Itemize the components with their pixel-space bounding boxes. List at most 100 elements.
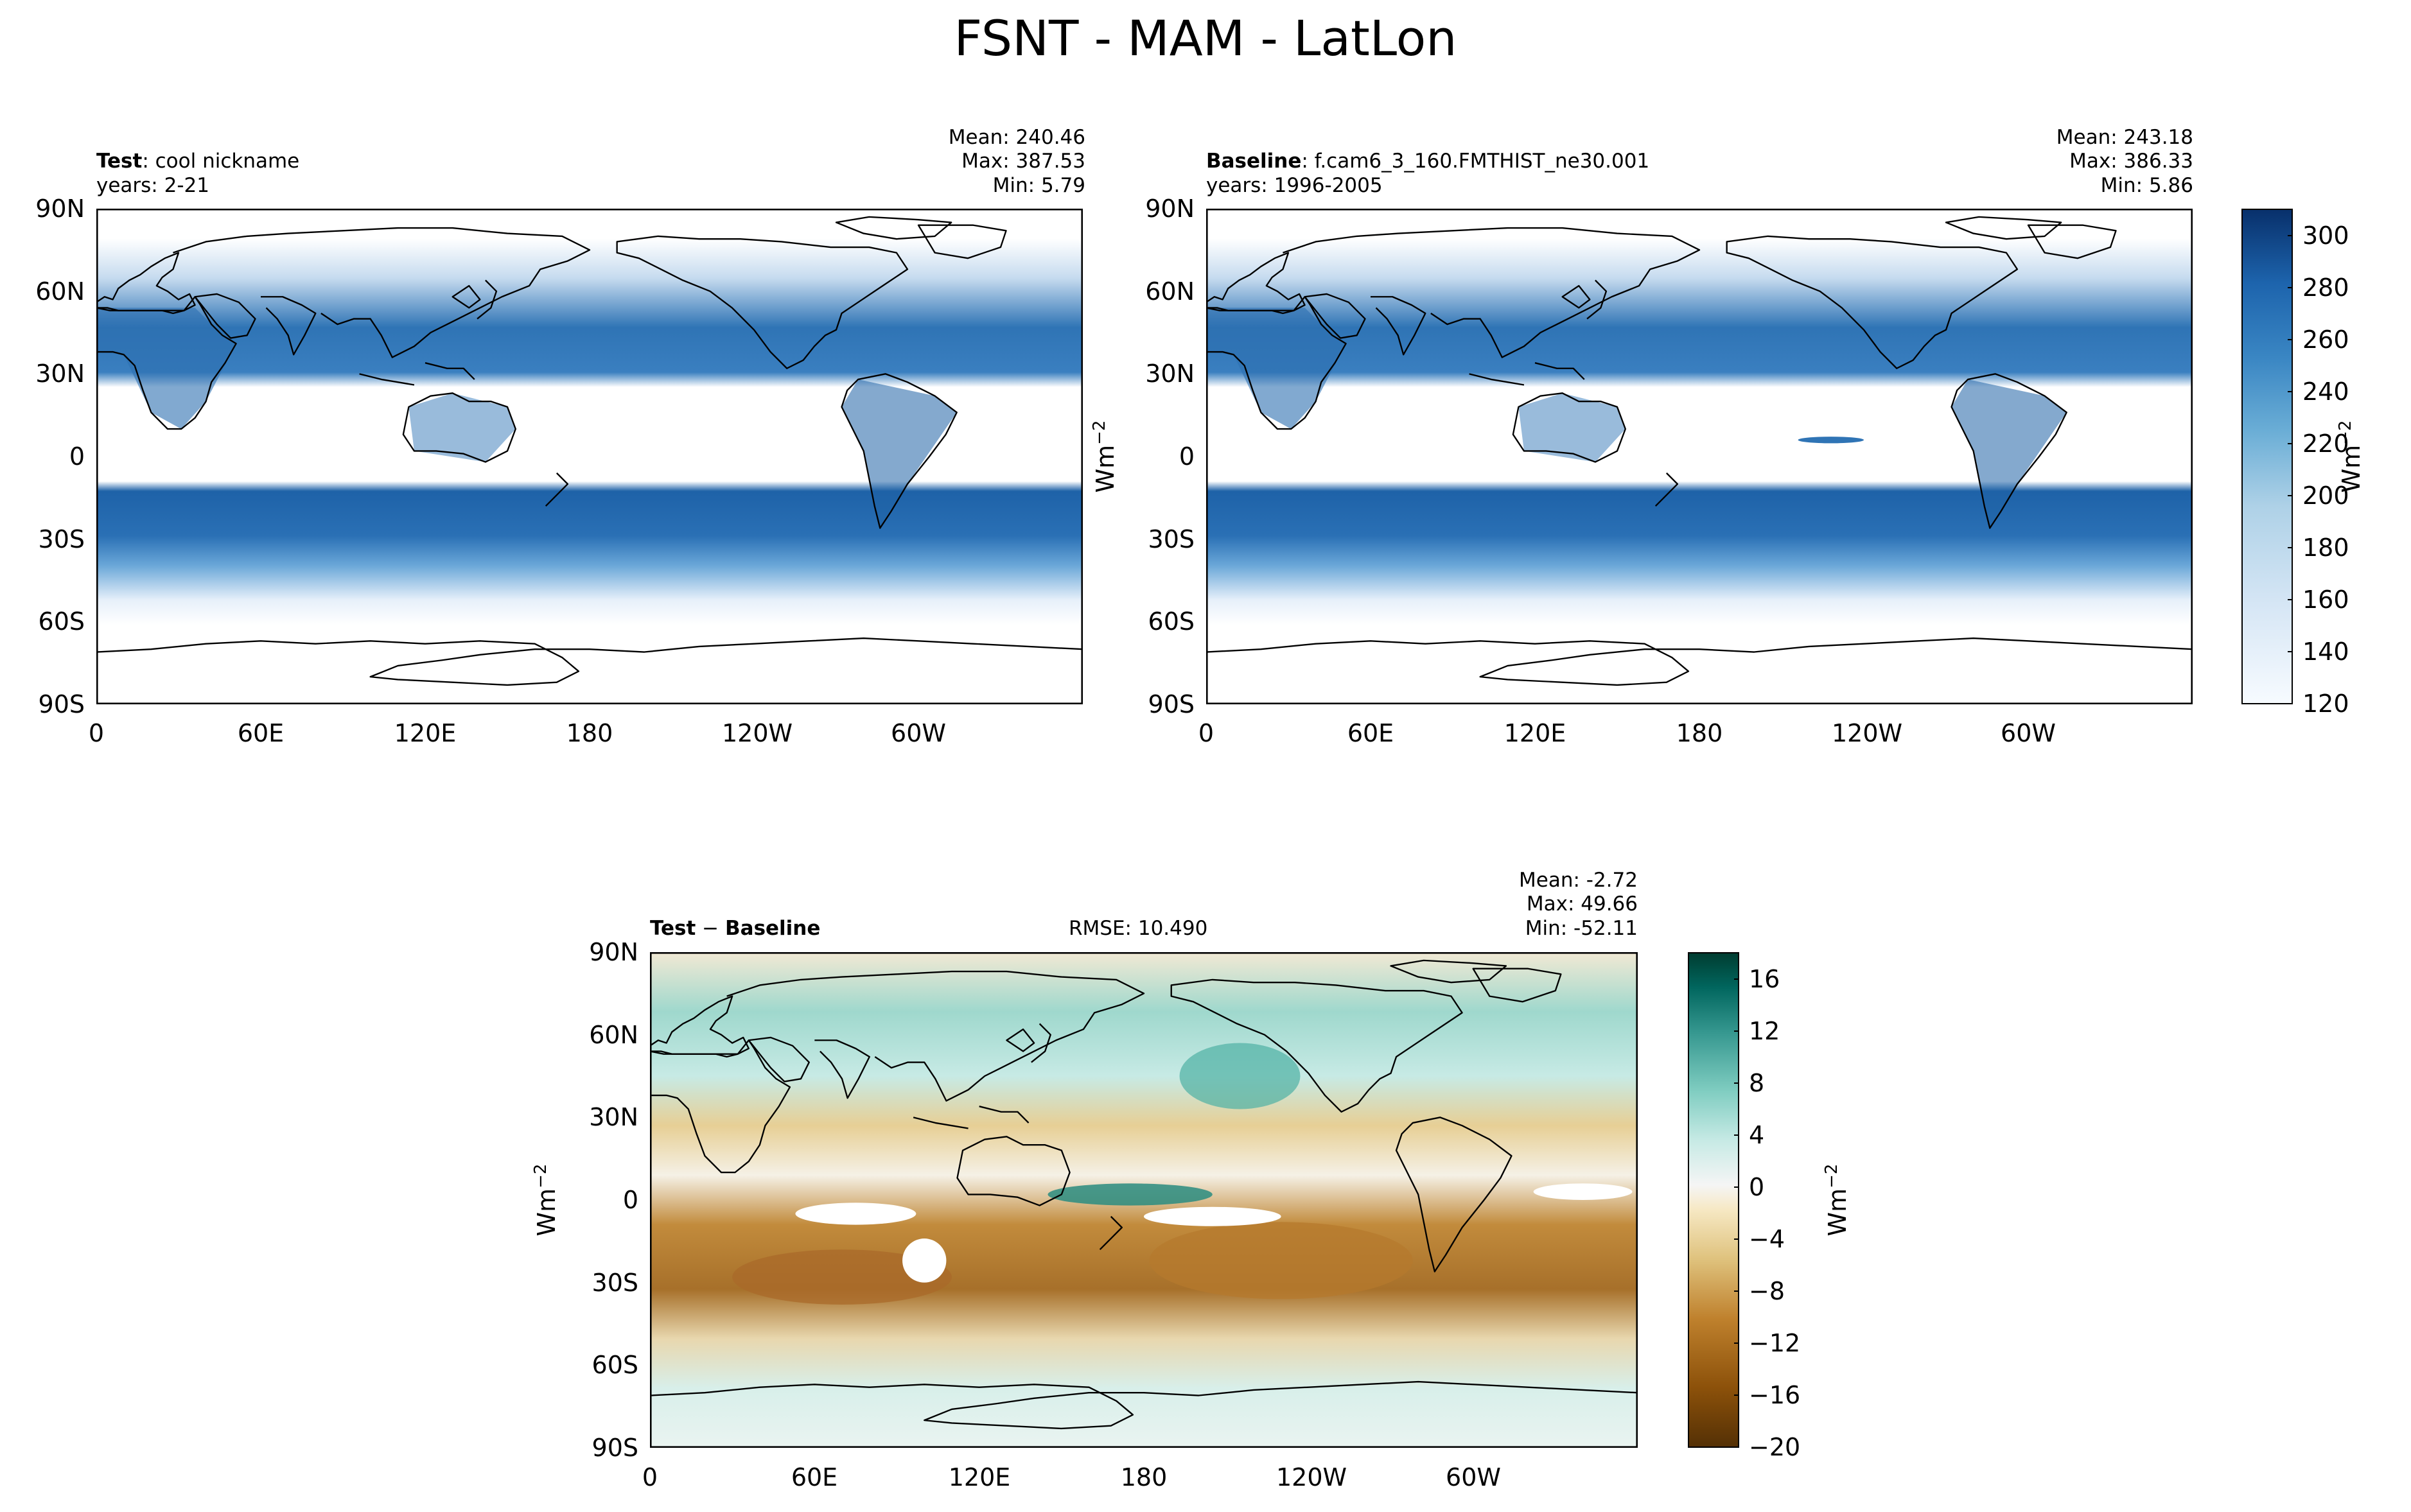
test-lat-90n: 90N (35, 195, 85, 223)
baseline-map (1206, 209, 2193, 704)
diff-indian-negative (732, 1249, 952, 1305)
main-cbar-tick-220: 220 (2302, 430, 2349, 458)
baseline-lat-90s: 90S (1148, 690, 1195, 718)
test-lat-0: 0 (69, 442, 85, 471)
diff-label-baseline: Baseline (725, 917, 821, 940)
diff-lat-30n: 30N (589, 1103, 638, 1131)
baseline-label-bold: Baseline (1206, 150, 1302, 173)
baseline-lat-60s: 60S (1148, 607, 1195, 636)
baseline-south-america-land (1951, 379, 2067, 528)
diff-cbar-tick-neg12: −12 (1749, 1329, 1801, 1357)
baseline-australia-land (1518, 393, 1626, 462)
main-cbar-tick-200: 200 (2302, 482, 2349, 510)
diff-lat-90s: 90S (592, 1434, 638, 1462)
diff-left-units-base: Wm (532, 1188, 561, 1237)
diff-lat-60s: 60S (592, 1351, 638, 1379)
main-colorbar-tickmarks (2288, 235, 2293, 704)
main-cbar-tick-300: 300 (2302, 222, 2349, 250)
test-lon-120e: 120E (394, 719, 457, 747)
test-lat-90s: 90S (38, 690, 85, 718)
test-label: Test: cool nickname (96, 150, 299, 173)
test-label-rest: : cool nickname (142, 150, 300, 173)
diff-left-units: Wm−2 (531, 1164, 561, 1237)
diff-label: Test − Baseline (650, 917, 820, 940)
baseline-lon-0: 0 (1198, 719, 1214, 747)
baseline-lon-60e: 60E (1347, 719, 1394, 747)
diff-colorbar-tickmarks (1734, 978, 1739, 1448)
test-lon-180: 180 (566, 719, 613, 747)
diff-lon-60e: 60E (791, 1463, 838, 1491)
main-cbar-tick-180: 180 (2302, 534, 2349, 562)
baseline-lon-60w: 60W (2001, 719, 2056, 747)
diff-cbar-tick-4: 4 (1749, 1121, 1765, 1149)
test-australia-land (408, 393, 516, 462)
baseline-lat-30s: 30S (1148, 525, 1195, 553)
test-lat-60s: 60S (38, 607, 85, 636)
baseline-lat-60n: 60N (1145, 277, 1195, 306)
diff-cbar-tick-12: 12 (1749, 1017, 1780, 1045)
baseline-stat-min: Min: 5.86 (2100, 174, 2193, 197)
test-lat-60n: 60N (35, 277, 85, 306)
main-cbar-units: Wm−2 (2336, 421, 2365, 493)
test-lon-120w: 120W (722, 719, 793, 747)
test-lon-0: 0 (88, 719, 105, 747)
diff-lat-90n: 90N (589, 938, 638, 966)
baseline-lon-120w: 120W (1832, 719, 1903, 747)
diff-pacific-white-patch (1144, 1206, 1281, 1226)
diff-cbar-units-sup: −2 (1822, 1163, 1842, 1188)
test-stat-max: Max: 387.53 (961, 150, 1085, 173)
diff-cbar-tick-neg4: −4 (1749, 1225, 1785, 1253)
diff-stat-mean: Mean: -2.72 (1519, 869, 1638, 892)
diff-pacific-positive (1048, 1183, 1213, 1206)
test-lat-30s: 30S (38, 525, 85, 553)
test-africa-land (96, 308, 236, 430)
main-cbar-tick-280: 280 (2302, 274, 2349, 302)
test-stat-mean: Mean: 240.46 (948, 126, 1085, 149)
baseline-years: years: 1996-2005 (1206, 174, 1383, 197)
diff-cbar-tick-8: 8 (1749, 1069, 1765, 1097)
main-cbar-tick-120: 120 (2302, 690, 2349, 718)
baseline-label: Baseline: f.cam6_3_160.FMTHIST_ne30.001 (1206, 150, 1649, 173)
main-colorbar-fill (2241, 209, 2293, 704)
diff-lat-30s: 30S (592, 1269, 638, 1297)
diff-lon-120w: 120W (1276, 1463, 1347, 1491)
top-shared-units-sup: −2 (1090, 420, 1110, 445)
baseline-lon-120e: 120E (1504, 719, 1566, 747)
main-cbar-units-sup: −2 (2336, 420, 2356, 445)
main-colorbar (2241, 209, 2293, 704)
baseline-field (1206, 209, 2193, 704)
main-cbar-tick-160: 160 (2302, 586, 2349, 614)
baseline-lat-30n: 30N (1145, 360, 1195, 388)
diff-left-units-sup: −2 (531, 1163, 551, 1188)
test-field (96, 209, 1083, 704)
diff-stat-min: Min: -52.11 (1525, 917, 1638, 940)
diff-atlantic-white-patch (1533, 1183, 1633, 1200)
diff-cbar-tick-neg8: −8 (1749, 1277, 1785, 1305)
test-lat-30n: 30N (35, 360, 85, 388)
diff-cbar-units: Wm−2 (1822, 1164, 1852, 1237)
diff-indian-white-patch (795, 1203, 916, 1225)
baseline-lon-180: 180 (1676, 719, 1723, 747)
diff-lon-180: 180 (1120, 1463, 1168, 1491)
baseline-lat-90n: 90N (1145, 195, 1195, 223)
diff-map (650, 952, 1638, 1448)
baseline-stat-mean: Mean: 243.18 (2056, 126, 2193, 149)
diff-lon-120e: 120E (948, 1463, 1011, 1491)
diff-indian-white-patch-2 (902, 1238, 947, 1283)
test-stat-min: Min: 5.79 (992, 174, 1085, 197)
diff-label-test: Test (650, 917, 696, 940)
diff-north-pacific-positive (1179, 1043, 1301, 1109)
diff-cbar-units-base: Wm (1823, 1188, 1852, 1237)
baseline-pacific-band (1798, 437, 1864, 444)
diff-lon-0: 0 (642, 1463, 658, 1491)
diff-lat-60n: 60N (589, 1021, 638, 1049)
diff-cbar-tick-neg20: −20 (1749, 1433, 1801, 1461)
baseline-lat-0: 0 (1179, 442, 1195, 471)
main-cbar-tick-140: 140 (2302, 638, 2349, 666)
diff-colorbar-fill (1688, 952, 1739, 1448)
test-lon-60w: 60W (891, 719, 946, 747)
diff-south-pacific-negative (1149, 1222, 1413, 1299)
test-lon-60e: 60E (237, 719, 285, 747)
test-south-america-land (841, 379, 957, 528)
diff-colorbar (1688, 952, 1739, 1448)
